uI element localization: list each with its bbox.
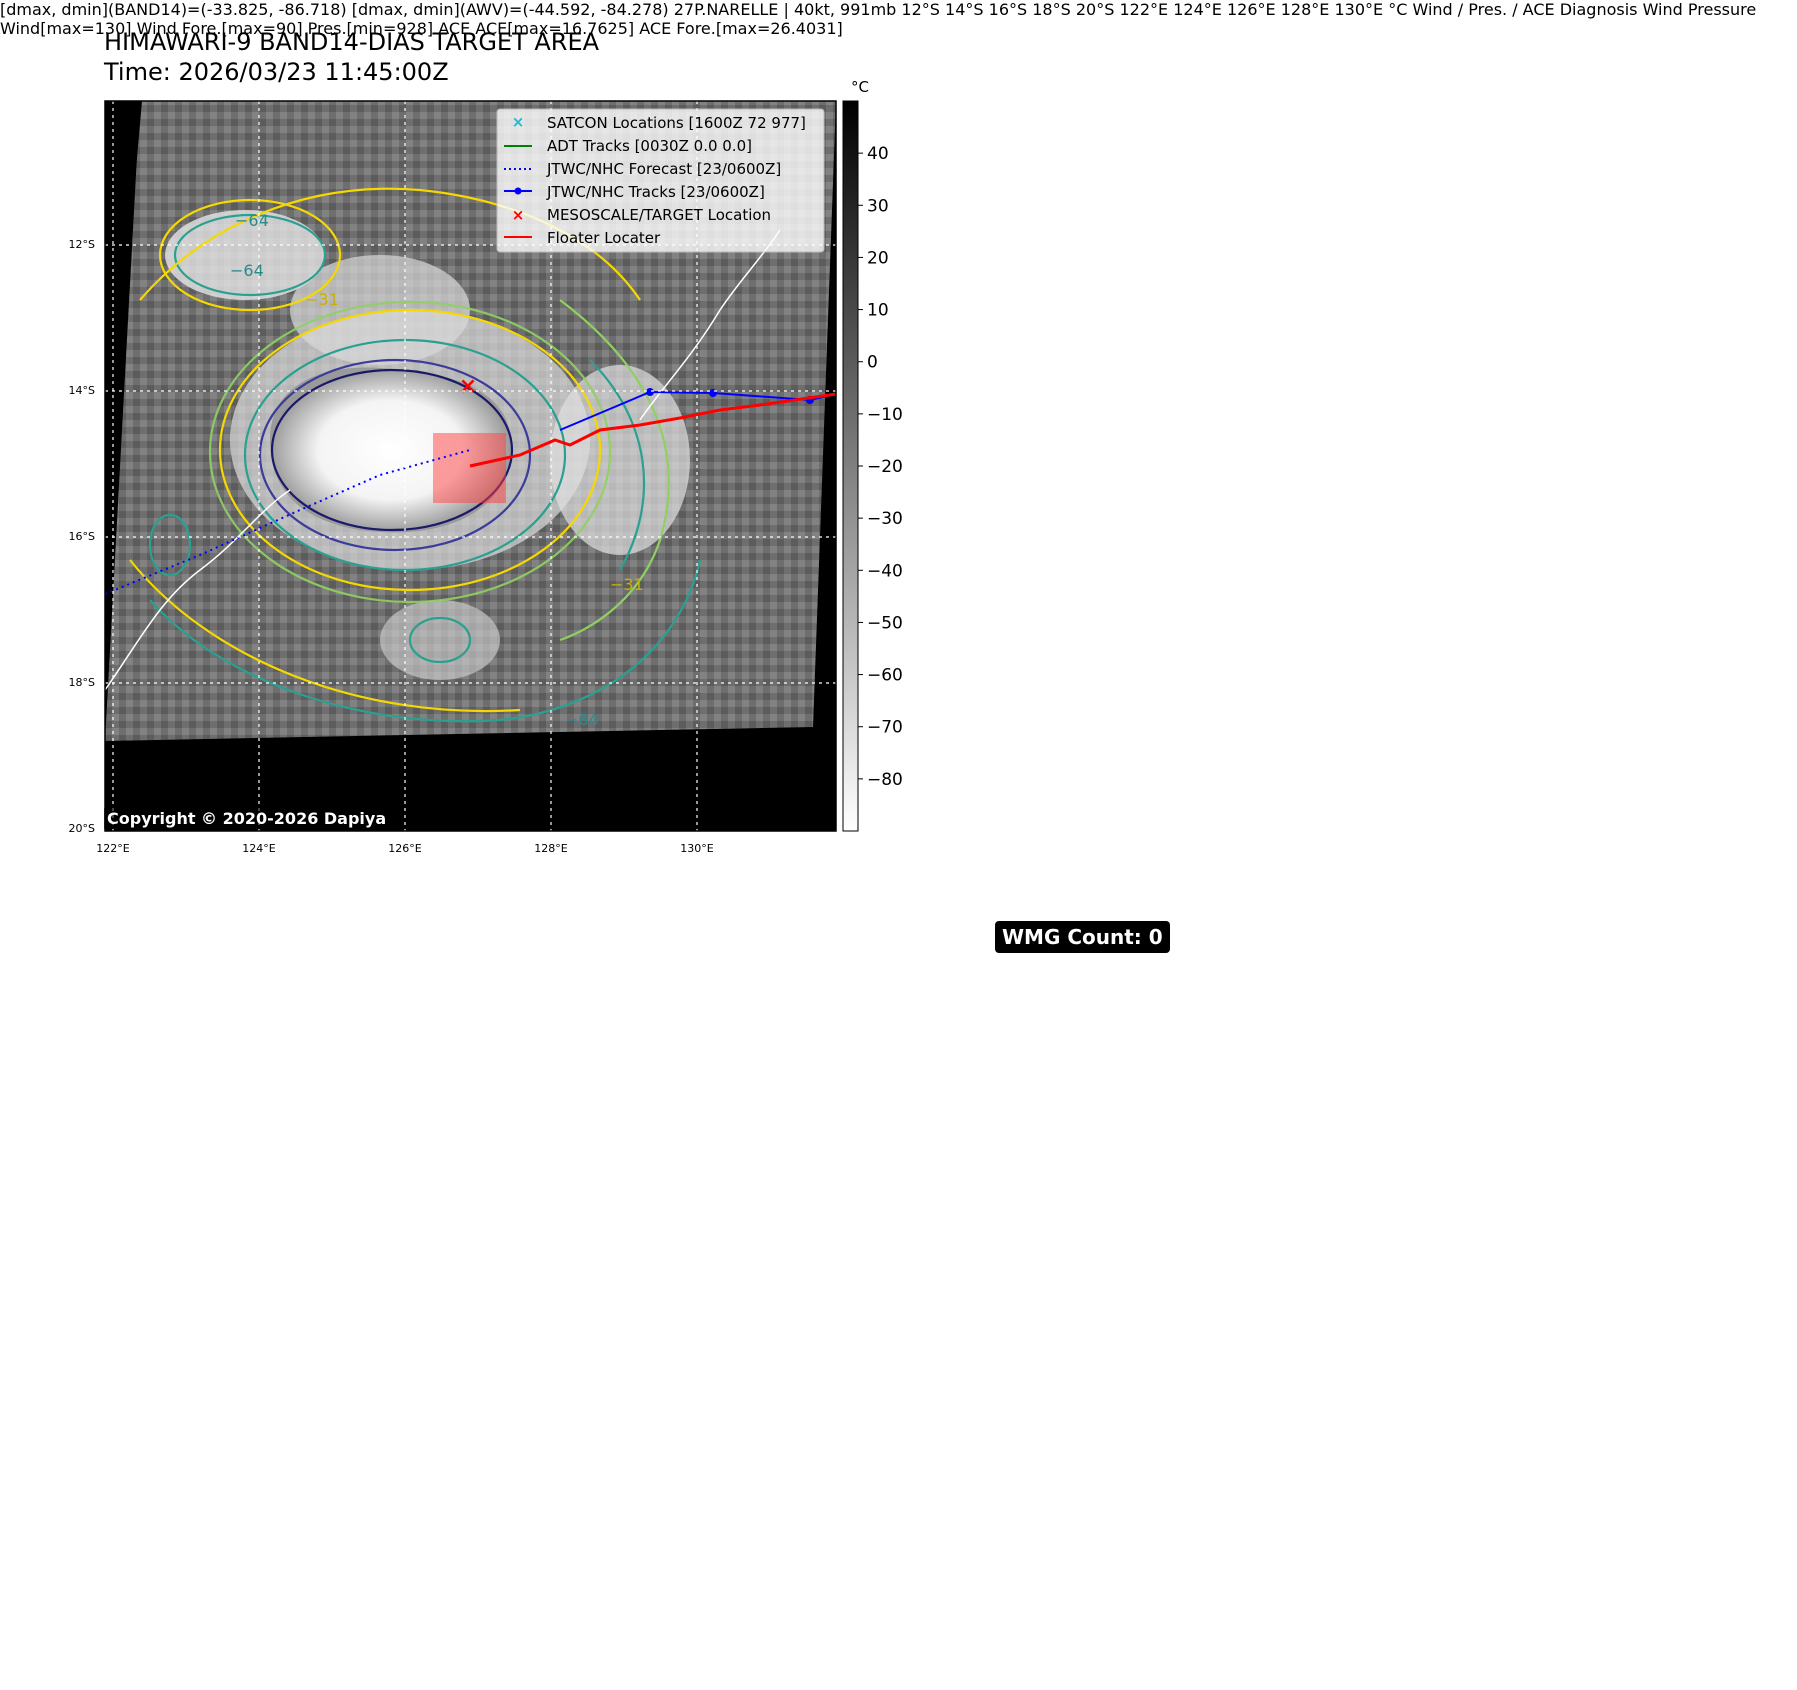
cbar-tick-label: −10 <box>867 405 903 425</box>
contour-label: −64 <box>235 211 269 230</box>
target-marker: × <box>459 374 477 399</box>
legend-ace-fore: ACE Fore.[max=26.4031] <box>639 19 843 38</box>
lon-label: 126°E <box>388 842 421 855</box>
ace-panel: 0510152025 ACE ACE[max=16.7625] ACE Fore… <box>438 19 843 38</box>
lat-label: 14°S <box>69 384 95 397</box>
legend-jtwc-forecast: JTWC/NHC Forecast [23/0600Z] <box>546 160 781 178</box>
contour-label: −64 <box>565 710 599 729</box>
cbar-unit: °C <box>1388 0 1408 19</box>
contour-label: −31 <box>610 575 644 594</box>
lon-label: 122°E <box>1119 0 1169 19</box>
panel1-title-line2: Time: 2026/03/23 11:45:00Z <box>103 58 449 86</box>
lat-label: 16°S <box>988 0 1028 19</box>
legend-target: MESOSCALE/TARGET Location <box>547 206 771 224</box>
ir-axis-labels: 12°S 14°S 16°S 18°S 20°S 122°E 124°E 126… <box>69 238 714 855</box>
wind-legend: Wind[max=130] Wind Fore.[max=90] Pres.[m… <box>0 19 438 38</box>
ir-panel: HIMAWARI-9 BAND14-DIAS TARGET AREA Time:… <box>69 28 903 855</box>
lon-label: 130°E <box>680 842 713 855</box>
ace-legend: ACE[max=16.7625] ACE Fore.[max=26.4031] <box>475 19 842 38</box>
lat-label: 16°S <box>69 530 95 543</box>
lon-label: 130°E <box>1334 0 1384 19</box>
panel1-title-line1: HIMAWARI-9 BAND14-DIAS TARGET AREA <box>104 28 600 56</box>
awv-map-background: 12°S 14°S 16°S 18°S 20°S 122°E 124°E 126… <box>901 0 1412 19</box>
svg-text:×: × <box>512 206 525 224</box>
lat-label: 12°S <box>901 0 940 19</box>
lon-label: 124°E <box>1173 0 1222 19</box>
cbar-unit: °C <box>851 78 869 96</box>
info-line2: [dmax, dmin](AWV)=(-44.592, -84.278) <box>351 0 669 19</box>
wind-ylabel: Wind <box>1642 0 1683 19</box>
cbar-tick-label: 30 <box>867 196 889 216</box>
lon-label: 128°E <box>1280 0 1330 19</box>
floater-box <box>433 433 506 503</box>
legend-satcon: SATCON Locations [1600Z 72 977] <box>547 114 806 132</box>
cbar-tick-label: 40 <box>867 144 889 164</box>
cbar-tick-label: 10 <box>867 301 889 321</box>
legend-ace: ACE[max=16.7625] <box>475 19 635 38</box>
lat-label: 14°S <box>945 0 984 19</box>
legend-adt: ADT Tracks [0030Z 0.0 0.0] <box>547 137 752 155</box>
cbar-tick-label: −30 <box>867 509 903 529</box>
lon-label: 128°E <box>534 842 567 855</box>
info-line1: [dmax, dmin](BAND14)=(-33.825, -86.718) <box>0 0 347 19</box>
cbar-tick-label: 20 <box>867 248 889 268</box>
lat-label: 18°S <box>69 676 95 689</box>
cbar-tick-label: −70 <box>867 718 903 738</box>
lon-label: 126°E <box>1226 0 1276 19</box>
lat-label: 12°S <box>69 238 95 251</box>
legend-pressure: Pres.[min=928] <box>307 19 434 38</box>
svg-text:×: × <box>512 113 525 131</box>
lat-label: 18°S <box>1032 0 1071 19</box>
ir-gridlines <box>105 101 836 831</box>
cbar-tick-label: 0 <box>867 353 878 373</box>
legend-floater: Floater Locater <box>547 229 661 247</box>
legend-wind: Wind[max=130] <box>0 19 132 38</box>
cbar-tick-label: −20 <box>867 457 903 477</box>
jtwc-forecast-track <box>105 449 471 595</box>
lon-label: 122°E <box>96 842 129 855</box>
lat-label: 20°S <box>69 822 95 835</box>
legend-jtwc-tracks: JTWC/NHC Tracks [23/0600Z] <box>546 183 765 201</box>
cbar-tick-label: −80 <box>867 770 903 790</box>
legend-wind-fore: Wind Fore.[max=90] <box>136 19 303 38</box>
cbar-tick-label: −50 <box>867 613 903 633</box>
info-line3: 27P.NARELLE | 40kt, 991mb <box>673 0 897 19</box>
ir-legend: × SATCON Locations [1600Z 72 977] ADT Tr… <box>496 108 825 253</box>
floater-track <box>469 392 836 468</box>
lat-label: 20°S <box>1075 0 1115 19</box>
ir-imagery: −64 −64 −31 −31 −64 × <box>105 101 836 741</box>
lon-label: 124°E <box>242 842 275 855</box>
pressure-ylabel: Pressure <box>1687 0 1757 19</box>
wmg-count-badge: WMG Count: 0 <box>995 921 1170 953</box>
contour-label: −64 <box>230 261 264 280</box>
ir-colorbar: °C 40 30 20 10 0 −10 −20 −30 −40 −50 −60 −70 −80 <box>842 78 903 832</box>
awv-panel: [dmax, dmin](BAND14)=(-33.825, -86.718) … <box>0 0 1412 19</box>
cbar-tick-label: −60 <box>867 666 903 686</box>
wind-pressure-panel: Wind / Pres. / ACE Diagnosis 20406080100… <box>0 0 1756 38</box>
copyright-notice: Copyright © 2020-2026 Dapiya <box>104 808 390 829</box>
contour-label: −31 <box>305 290 339 309</box>
cbar-tick-label: −40 <box>867 561 903 581</box>
awv-axis-labels: 12°S 14°S 16°S 18°S 20°S 122°E 124°E 126… <box>901 0 1388 19</box>
ace-ylabel: ACE <box>438 19 471 38</box>
diagnosis-title: Wind / Pres. / ACE Diagnosis <box>1412 0 1638 19</box>
